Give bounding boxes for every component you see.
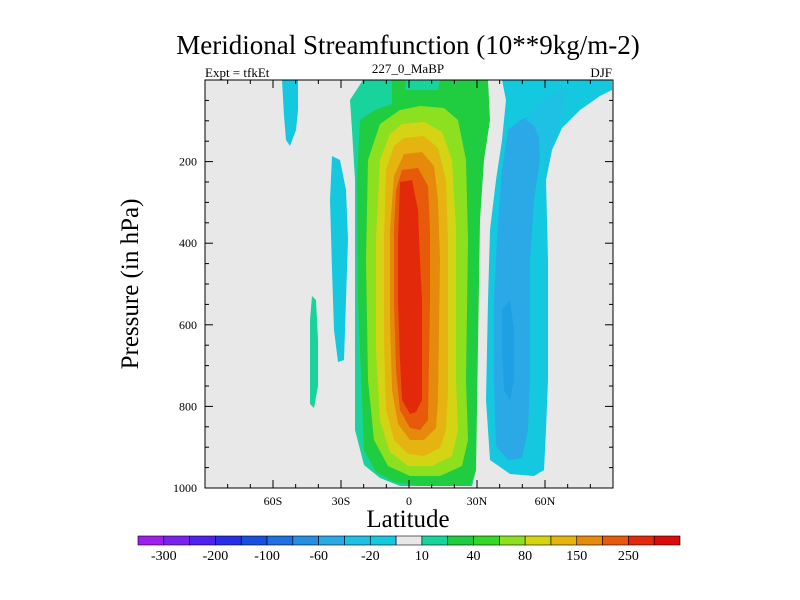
- colorbar-swatch: [344, 535, 371, 546]
- x-tick-label: 60N: [535, 494, 556, 508]
- expt-label: Expt = tfkEt: [205, 65, 270, 80]
- y-tick-label: 800: [179, 399, 197, 413]
- colorbar-swatch: [137, 535, 165, 546]
- colorbar-swatch: [163, 535, 190, 546]
- colorbar-tick-label: 40: [467, 549, 481, 564]
- colorbar-swatch: [318, 535, 345, 546]
- colorbar-tick-label: 150: [566, 549, 587, 564]
- colorbar-tick-label: -20: [361, 549, 380, 564]
- colorbar-swatch: [447, 535, 474, 546]
- colorbar-tick-label: 80: [518, 549, 532, 564]
- colorbar-swatch: [189, 535, 216, 546]
- contour-band-200: [398, 180, 422, 414]
- colorbar-tick-label: -300: [151, 549, 177, 564]
- x-axis-ticks: 60S 30S 0 30N 60N: [227, 80, 591, 508]
- colorbar-swatch: [602, 535, 629, 546]
- patch-neg-upper-south: [282, 80, 298, 146]
- colorbar: [137, 535, 681, 546]
- colorbar-swatch: [499, 535, 526, 546]
- colorbar-swatch: [292, 535, 319, 546]
- colorbar-swatch: [266, 535, 294, 546]
- colorbar-swatch: [369, 535, 397, 546]
- x-tick-label: 30N: [467, 494, 488, 508]
- colorbar-tick-label: -200: [203, 549, 229, 564]
- colorbar-labels: -300 -200 -100 -60 -20 10 40 80 150 250: [151, 549, 639, 564]
- colorbar-swatch: [524, 535, 552, 546]
- colorbar-swatch: [421, 535, 449, 546]
- negative-cell-north-contours: [486, 80, 612, 476]
- patch-pos-lower-south: [310, 296, 318, 408]
- y-tick-label: 400: [179, 236, 197, 250]
- y-axis-ticks: 200 400 600 800 1000: [173, 99, 613, 495]
- colorbar-tick-label: -100: [254, 549, 280, 564]
- x-tick-label: 60S: [264, 494, 283, 508]
- x-axis-title: Latitude: [366, 506, 449, 533]
- colorbar-swatch: [215, 535, 242, 546]
- period-label: 227_0_MaBP: [372, 61, 444, 76]
- colorbar-tick-label: 10: [415, 549, 429, 564]
- y-axis-title: Pressure (in hPa): [117, 199, 144, 370]
- y-tick-label: 1000: [173, 481, 197, 495]
- contour-band-neg40: [526, 90, 566, 170]
- colorbar-swatch: [628, 535, 655, 546]
- southern-patches: [282, 80, 348, 408]
- contour-band-neg40-core: [502, 300, 514, 400]
- colorbar-swatch: [395, 535, 423, 546]
- x-tick-label: 30S: [332, 494, 351, 508]
- colorbar-swatch: [653, 535, 681, 546]
- colorbar-swatch: [576, 535, 603, 546]
- y-tick-label: 200: [179, 155, 197, 169]
- colorbar-tick-label: 250: [618, 549, 639, 564]
- colorbar-swatch: [550, 535, 578, 546]
- plot-area: [204, 79, 614, 489]
- colorbar-swatch: [473, 535, 500, 546]
- x-tick-label: 0: [406, 494, 412, 508]
- colorbar-swatch: [240, 535, 268, 546]
- y-tick-label: 600: [179, 318, 197, 332]
- positive-cell-contours: [350, 80, 490, 486]
- chart-title: Meridional Streamfunction (10**9kg/m-2): [176, 30, 639, 60]
- patch-neg-mid-south: [330, 156, 348, 362]
- colorbar-tick-label: -60: [309, 549, 328, 564]
- season-label: DJF: [590, 65, 612, 80]
